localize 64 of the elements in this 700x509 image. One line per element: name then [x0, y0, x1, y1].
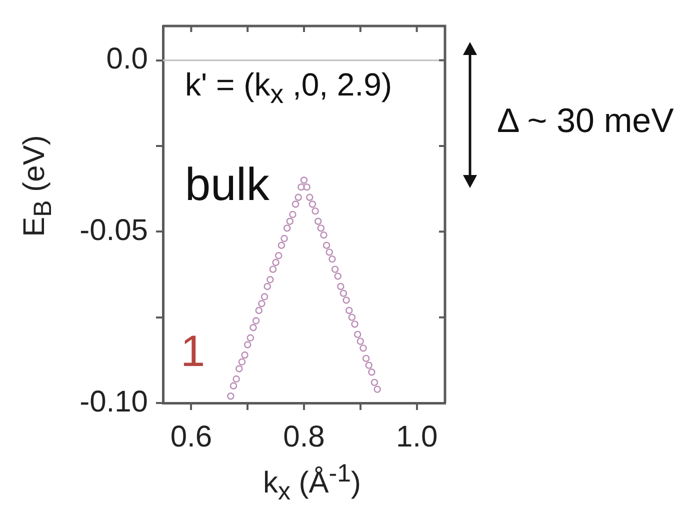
point — [227, 392, 234, 400]
point — [303, 183, 310, 191]
point — [314, 218, 322, 225]
point — [255, 306, 262, 314]
point — [322, 242, 330, 249]
annotation: bulk — [185, 158, 270, 210]
point — [250, 324, 257, 332]
point — [264, 282, 271, 290]
point — [342, 296, 350, 304]
point — [286, 218, 294, 225]
point — [360, 344, 367, 352]
point — [289, 210, 296, 218]
point — [300, 176, 308, 184]
point — [238, 358, 246, 366]
point — [351, 320, 358, 328]
x-axis-title: k$_{x}$ (Å$^{-1}$) — [262, 460, 362, 506]
point — [232, 375, 240, 383]
point — [331, 266, 339, 273]
y-tick-label: -0.10 — [80, 385, 148, 418]
point — [340, 290, 348, 297]
point — [294, 194, 302, 201]
x-tick-label: 0.8 — [283, 420, 325, 454]
point — [244, 341, 252, 348]
point — [346, 306, 353, 314]
annotation: k' = (k$_{x}$ ,0, 2.9) — [185, 66, 392, 109]
point — [356, 338, 364, 345]
point — [278, 242, 286, 249]
x-tick-label: 0.6 — [170, 420, 212, 454]
point — [230, 382, 238, 390]
point — [365, 362, 372, 369]
point — [275, 252, 282, 260]
point — [326, 248, 333, 256]
point — [362, 354, 370, 362]
point — [292, 200, 300, 208]
point — [258, 300, 266, 308]
point — [348, 314, 356, 321]
point — [269, 266, 277, 273]
y-tick-label: -0.05 — [80, 214, 148, 247]
point — [246, 334, 254, 342]
point — [252, 317, 260, 324]
point — [337, 282, 344, 290]
point — [328, 255, 336, 263]
point — [320, 231, 328, 239]
point — [312, 207, 319, 215]
point — [370, 378, 378, 386]
point — [317, 224, 325, 232]
point — [368, 368, 376, 376]
point — [374, 386, 381, 393]
point — [266, 276, 274, 284]
series-label: 1 — [180, 327, 206, 376]
x-tick-label: 1.0 — [396, 420, 438, 454]
text: Δ ~ 30 meV — [497, 102, 674, 140]
point — [334, 272, 342, 280]
point — [241, 351, 248, 359]
point — [298, 183, 305, 191]
point — [283, 224, 291, 232]
point — [280, 234, 288, 242]
point — [272, 258, 280, 266]
point — [308, 200, 316, 208]
point — [236, 365, 243, 372]
point — [260, 293, 268, 300]
y-tick-label: 0.0 — [106, 42, 148, 76]
point — [306, 194, 314, 201]
point — [354, 330, 362, 338]
